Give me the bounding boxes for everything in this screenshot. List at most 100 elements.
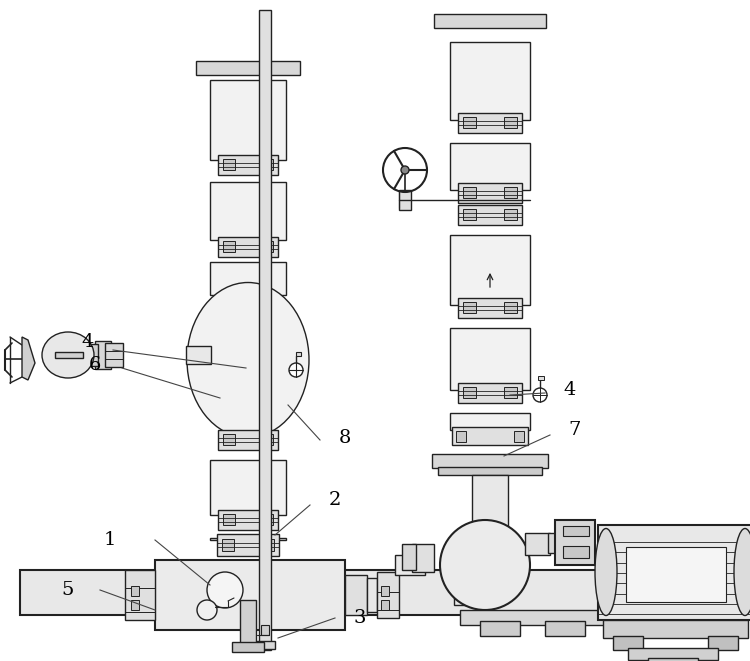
Bar [438,467,542,475]
Bar [525,533,550,555]
Bar [462,546,518,558]
Bar [223,241,235,252]
Bar [463,187,476,198]
Text: 8: 8 [339,429,351,447]
Bar [402,544,416,570]
Bar [232,642,264,652]
Bar [381,586,389,596]
Bar [458,298,522,318]
Bar [261,241,273,252]
Bar [223,434,235,445]
Bar [458,383,522,403]
Bar [210,538,286,540]
Bar [463,302,476,313]
Bar [125,570,155,620]
Bar [55,352,83,358]
Bar [131,600,139,610]
Bar [545,621,585,636]
Bar [450,235,530,305]
Text: 5: 5 [62,581,74,599]
Bar [223,514,235,525]
Bar [131,586,139,596]
Bar [155,560,345,630]
Circle shape [197,600,217,620]
Bar [240,600,256,650]
Text: 4: 4 [564,381,576,399]
Ellipse shape [734,529,750,615]
Bar [20,570,730,615]
Bar [434,14,546,28]
Bar [95,341,111,369]
Bar [450,143,530,190]
Bar [504,302,517,313]
Bar [377,572,399,618]
Bar [261,159,273,170]
Text: 2: 2 [328,491,341,509]
Bar [345,575,367,615]
Text: 3: 3 [354,609,366,627]
Bar [399,190,411,210]
Bar [648,658,698,661]
Bar [628,648,718,660]
Bar [460,610,720,625]
Bar [262,539,274,551]
Bar [454,555,472,605]
Bar [217,534,279,556]
Bar [548,533,560,553]
Bar [480,621,520,636]
Bar [605,621,645,636]
Bar [504,387,517,398]
Bar [261,625,269,635]
Circle shape [207,572,243,608]
Bar [412,544,434,572]
Bar [218,155,278,175]
Bar [563,526,589,536]
Bar [196,61,300,75]
Bar [259,10,271,650]
Bar [210,182,286,240]
Bar [223,159,235,170]
Bar [514,431,524,442]
Bar [450,328,530,390]
Text: 6: 6 [88,356,101,374]
Bar [598,525,750,620]
Bar [563,546,589,558]
Bar [255,641,275,649]
Bar [458,113,522,133]
Text: 4: 4 [82,333,94,351]
Text: 1: 1 [104,531,116,549]
Bar [626,547,726,602]
Bar [381,600,389,610]
Bar [105,343,123,367]
Bar [218,510,278,530]
Bar [210,80,286,160]
Ellipse shape [187,282,309,438]
Bar [458,183,522,203]
Ellipse shape [595,529,617,615]
Bar [613,636,643,650]
Circle shape [289,363,303,377]
Bar [603,620,748,638]
Bar [463,117,476,128]
Bar [463,387,476,398]
Bar [504,187,517,198]
Bar [222,539,234,551]
Bar [555,520,595,565]
Bar [708,636,738,650]
Text: 7: 7 [568,421,581,439]
Bar [218,237,278,257]
Circle shape [401,166,409,174]
Bar [456,431,466,442]
Bar [88,344,98,366]
Ellipse shape [440,520,530,610]
Bar [395,555,425,575]
Bar [472,475,508,555]
Bar [367,578,377,612]
Bar [452,427,528,445]
Bar [432,454,548,468]
Bar [538,376,544,380]
Bar [261,514,273,525]
Circle shape [533,388,547,402]
Bar [218,430,278,450]
Bar [450,413,530,430]
